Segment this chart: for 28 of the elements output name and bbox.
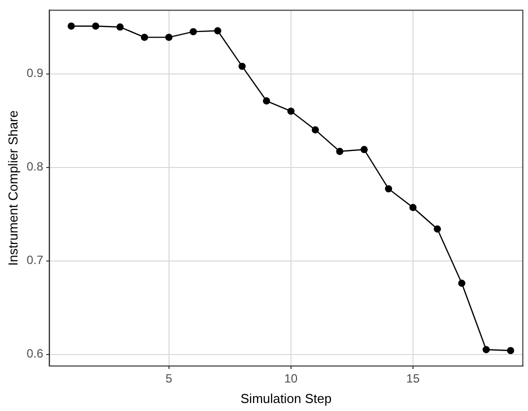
point [506,346,514,354]
x-tick-label: 5 [166,372,173,386]
x-tick-label: 15 [406,372,420,386]
point [92,22,100,30]
x-axis-title: Simulation Step [240,390,332,406]
point [214,27,222,34]
point [360,146,368,154]
point [262,97,270,105]
point [458,280,466,287]
point [384,185,392,192]
y-tick-label: 0.7 [26,253,44,268]
point [482,346,490,354]
point [68,22,75,30]
point [287,108,295,115]
point [238,62,246,70]
y-tick-label: 0.6 [26,346,44,361]
point [434,225,441,233]
y-axis-title: Instrument Complier Share [5,110,20,266]
point [336,148,344,155]
point [409,204,417,212]
point [190,28,197,36]
point [140,34,148,41]
y-tick-label: 0.9 [26,66,44,80]
x-tick-label: 10 [284,372,298,386]
y-tick-label: 0.8 [26,160,44,174]
point [116,23,124,31]
point [312,126,319,134]
point [165,34,172,41]
